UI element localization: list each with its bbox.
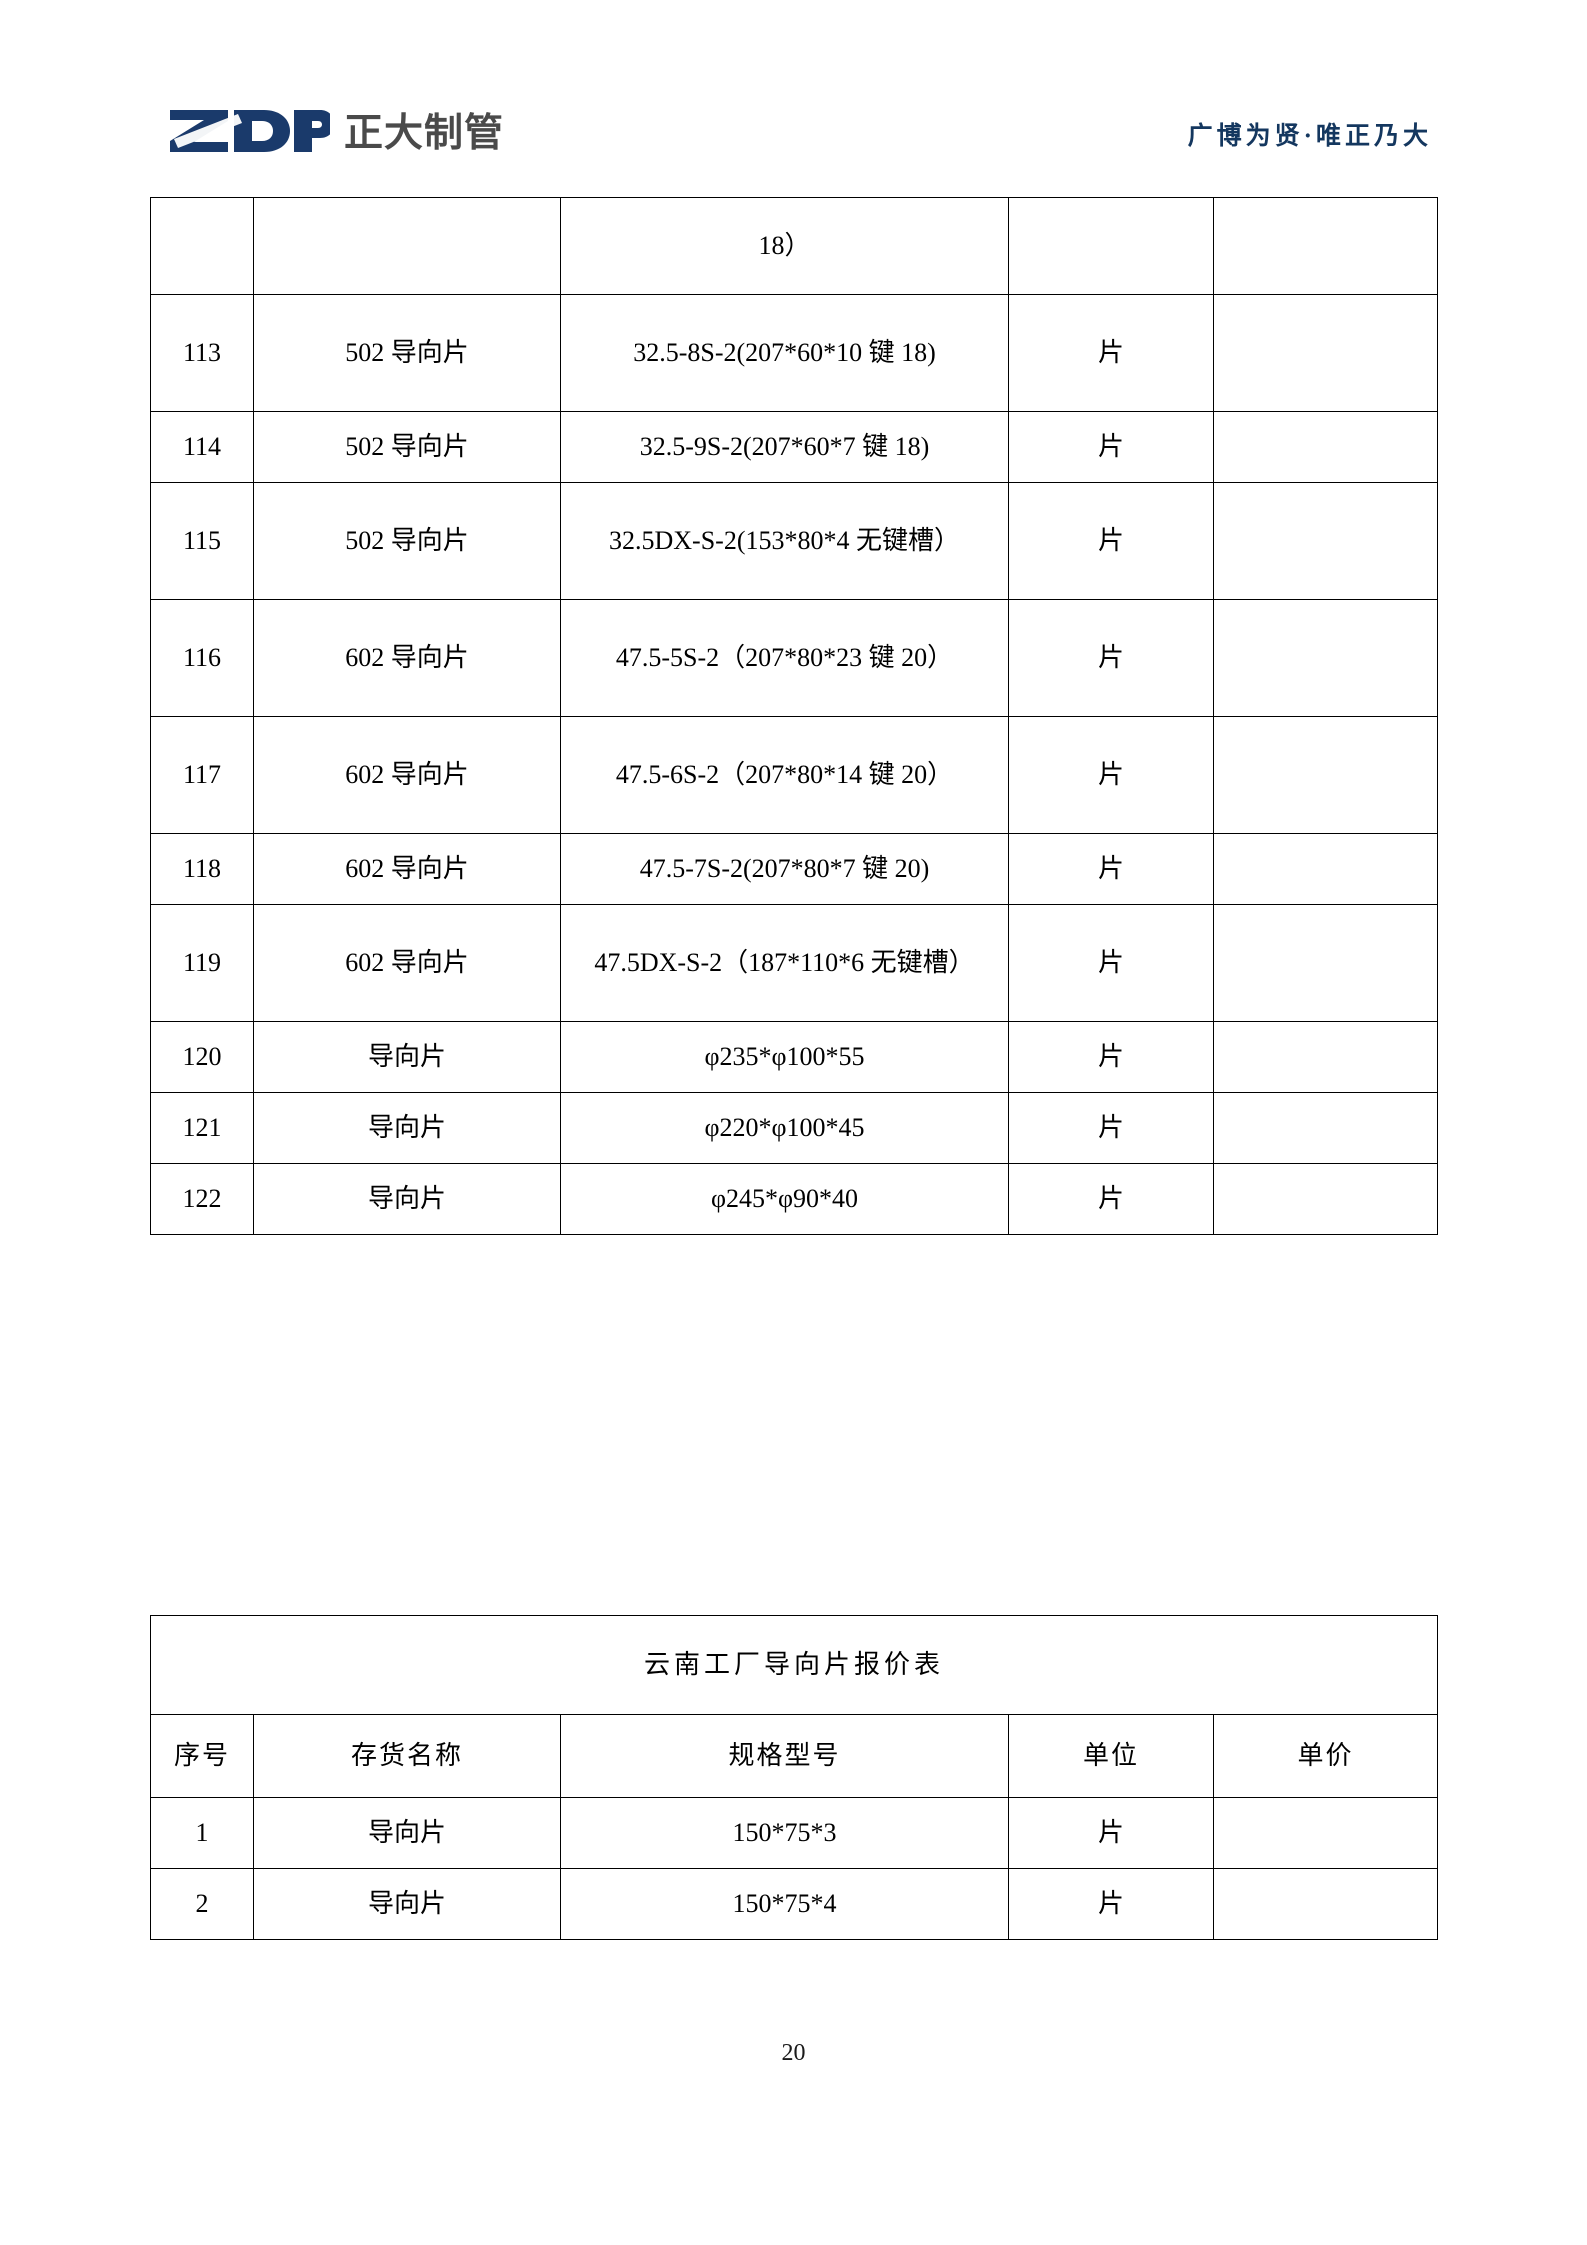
guide-plate-price-table-continued: 18） 113 502 导向片 32.5-8S-2(207*60*10 键 18… — [150, 197, 1438, 1235]
cell-index: 114 — [150, 411, 254, 483]
cell-name: 502 导向片 — [253, 294, 561, 412]
cell-spec: 18） — [560, 197, 1009, 295]
company-name-cn: 正大制管 — [344, 112, 505, 155]
cell-name: 导向片 — [253, 1092, 561, 1164]
table-row: 116 602 导向片 47.5-5S-2（207*80*23 键 20） 片 — [150, 599, 1438, 717]
cell-spec: 150*75*4 — [560, 1868, 1009, 1940]
cell-price — [1212, 1797, 1439, 1869]
cell-index: 118 — [150, 833, 254, 905]
cell-spec: 47.5-6S-2（207*80*14 键 20） — [560, 716, 1009, 834]
cell-unit — [1008, 197, 1214, 295]
cell-spec: φ235*φ100*55 — [560, 1021, 1009, 1093]
cell-spec: 47.5-5S-2（207*80*23 键 20） — [560, 599, 1009, 717]
cell-price — [1213, 197, 1438, 295]
table-row: 120 导向片 φ235*φ100*55 片 — [150, 1021, 1438, 1093]
cell-price — [1213, 904, 1438, 1022]
cell-unit: 片 — [1008, 904, 1214, 1022]
cell-name: 502 导向片 — [253, 482, 561, 600]
table-two: 云南工厂导向片报价表 序号 存货名称 规格型号 单位 单价 1 导向片 150*… — [149, 1615, 1439, 1940]
table-row: 18） — [150, 197, 1438, 295]
cell-price — [1213, 1021, 1438, 1093]
column-header-name: 存货名称 — [253, 1714, 561, 1798]
zdp-logo-icon — [168, 108, 334, 159]
cell-name: 导向片 — [253, 1868, 561, 1940]
table-row: 117 602 导向片 47.5-6S-2（207*80*14 键 20） 片 — [150, 716, 1438, 834]
cell-spec: 32.5DX-S-2(153*80*4 无键槽） — [560, 482, 1009, 600]
table-header-row: 序号 存货名称 规格型号 单位 单价 — [150, 1714, 1439, 1798]
page-number: 20 — [781, 2040, 806, 2066]
cell-price — [1212, 1868, 1439, 1940]
cell-index: 120 — [150, 1021, 254, 1093]
cell-index: 116 — [150, 599, 254, 717]
cell-spec: φ245*φ90*40 — [560, 1163, 1009, 1235]
cell-price — [1213, 1092, 1438, 1164]
column-header-unit: 单位 — [1008, 1714, 1214, 1798]
cell-index: 119 — [150, 904, 254, 1022]
cell-name: 导向片 — [253, 1163, 561, 1235]
cell-unit: 片 — [1008, 1163, 1214, 1235]
table-row: 114 502 导向片 32.5-9S-2(207*60*7 键 18) 片 — [150, 411, 1438, 483]
cell-spec: 32.5-9S-2(207*60*7 键 18) — [560, 411, 1009, 483]
cell-unit: 片 — [1008, 1021, 1214, 1093]
cell-spec: 150*75*3 — [560, 1797, 1009, 1869]
table-title: 云南工厂导向片报价表 — [149, 1615, 1439, 1715]
cell-unit: 片 — [1008, 1868, 1214, 1940]
cell-price — [1213, 1163, 1438, 1235]
cell-index — [150, 197, 254, 295]
cell-index: 117 — [150, 716, 254, 834]
yunnan-factory-price-table: 云南工厂导向片报价表 序号 存货名称 规格型号 单位 单价 1 导向片 150*… — [149, 1615, 1439, 1940]
cell-name: 502 导向片 — [253, 411, 561, 483]
cell-price — [1213, 716, 1438, 834]
table-title-row: 云南工厂导向片报价表 — [149, 1615, 1439, 1715]
column-header-spec: 规格型号 — [560, 1714, 1009, 1798]
table-row: 121 导向片 φ220*φ100*45 片 — [150, 1092, 1438, 1164]
cell-unit: 片 — [1008, 1797, 1214, 1869]
table-row: 118 602 导向片 47.5-7S-2(207*80*7 键 20) 片 — [150, 833, 1438, 905]
cell-name: 导向片 — [253, 1021, 561, 1093]
cell-unit: 片 — [1008, 482, 1214, 600]
cell-unit: 片 — [1008, 833, 1214, 905]
cell-price — [1213, 599, 1438, 717]
cell-name: 602 导向片 — [253, 904, 561, 1022]
cell-name — [253, 197, 561, 295]
column-header-price: 单价 — [1212, 1714, 1439, 1798]
table-row: 2 导向片 150*75*4 片 — [150, 1868, 1439, 1940]
table-one: 18） 113 502 导向片 32.5-8S-2(207*60*10 键 18… — [150, 197, 1438, 1235]
cell-unit: 片 — [1008, 1092, 1214, 1164]
cell-price — [1213, 482, 1438, 600]
company-tagline: 广博为贤·唯正乃大 — [1187, 123, 1432, 150]
cell-price — [1213, 833, 1438, 905]
cell-index: 121 — [150, 1092, 254, 1164]
table-row: 122 导向片 φ245*φ90*40 片 — [150, 1163, 1438, 1235]
table-row: 113 502 导向片 32.5-8S-2(207*60*10 键 18) 片 — [150, 294, 1438, 412]
cell-index: 115 — [150, 482, 254, 600]
cell-spec: 32.5-8S-2(207*60*10 键 18) — [560, 294, 1009, 412]
cell-index: 113 — [150, 294, 254, 412]
cell-spec: φ220*φ100*45 — [560, 1092, 1009, 1164]
cell-price — [1213, 294, 1438, 412]
table-row: 115 502 导向片 32.5DX-S-2(153*80*4 无键槽） 片 — [150, 482, 1438, 600]
cell-index: 122 — [150, 1163, 254, 1235]
cell-spec: 47.5DX-S-2（187*110*6 无键槽） — [560, 904, 1009, 1022]
table-row: 119 602 导向片 47.5DX-S-2（187*110*6 无键槽） 片 — [150, 904, 1438, 1022]
cell-unit: 片 — [1008, 294, 1214, 412]
cell-unit: 片 — [1008, 411, 1214, 483]
cell-spec: 47.5-7S-2(207*80*7 键 20) — [560, 833, 1009, 905]
cell-name: 导向片 — [253, 1797, 561, 1869]
cell-index: 2 — [150, 1868, 254, 1940]
cell-unit: 片 — [1008, 599, 1214, 717]
cell-name: 602 导向片 — [253, 716, 561, 834]
cell-price — [1213, 411, 1438, 483]
page-header: 正大制管 广博为贤·唯正乃大 — [0, 108, 1587, 176]
cell-index: 1 — [150, 1797, 254, 1869]
cell-name: 602 导向片 — [253, 599, 561, 717]
table-row: 1 导向片 150*75*3 片 — [150, 1797, 1439, 1869]
cell-unit: 片 — [1008, 716, 1214, 834]
column-header-index: 序号 — [150, 1714, 254, 1798]
company-logo: 正大制管 — [168, 108, 504, 159]
cell-name: 602 导向片 — [253, 833, 561, 905]
